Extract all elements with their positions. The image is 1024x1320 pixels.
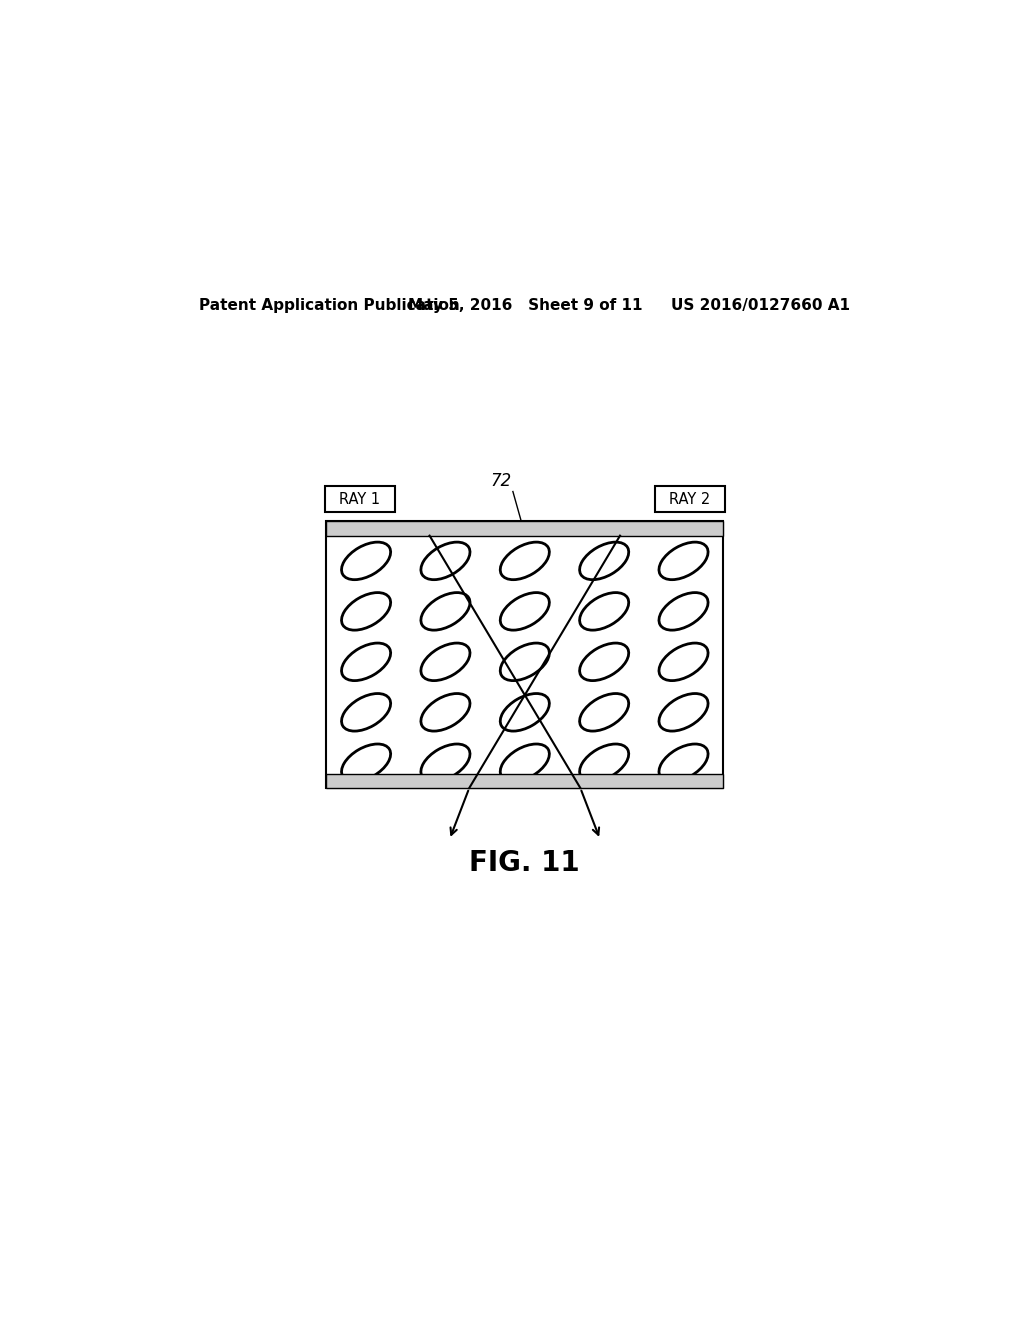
Text: Patent Application Publication: Patent Application Publication <box>200 297 460 313</box>
Text: 72: 72 <box>490 473 512 490</box>
Text: May 5, 2016   Sheet 9 of 11: May 5, 2016 Sheet 9 of 11 <box>408 297 642 313</box>
Text: RAY 2: RAY 2 <box>670 491 711 507</box>
Text: FIG. 11: FIG. 11 <box>469 849 581 876</box>
Text: RAY 1: RAY 1 <box>339 491 380 507</box>
Bar <box>327 521 723 788</box>
Bar <box>327 774 723 788</box>
Bar <box>655 487 725 512</box>
Bar <box>325 487 394 512</box>
Bar <box>327 521 723 536</box>
Text: US 2016/0127660 A1: US 2016/0127660 A1 <box>671 297 850 313</box>
